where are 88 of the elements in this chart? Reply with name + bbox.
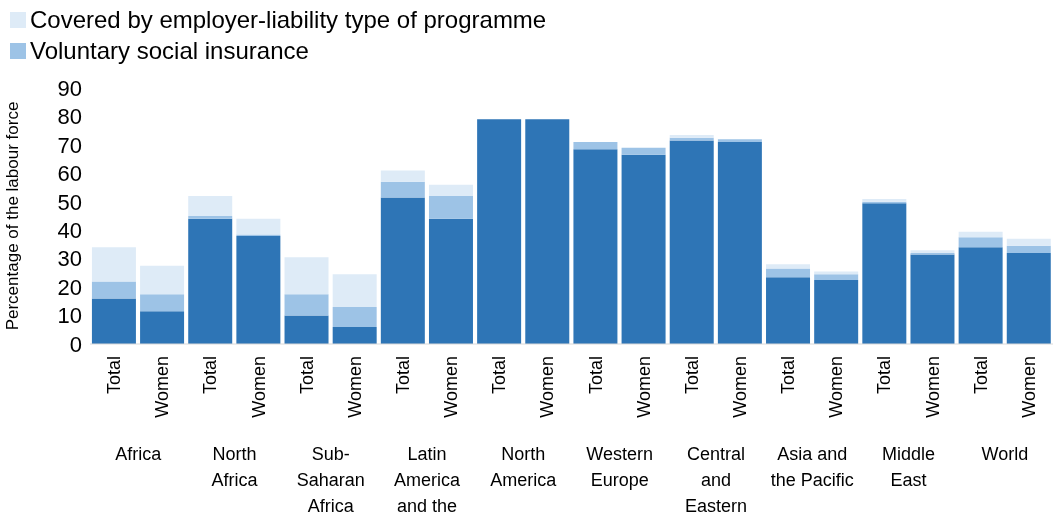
bar [380,181,425,198]
bar [1006,238,1051,246]
x-tick-label: Women [730,356,751,418]
bar [428,218,473,344]
bar [477,119,522,344]
y-tick-label: 60 [57,161,82,187]
bar [621,154,666,344]
bar [525,119,570,344]
y-axis-title: Percentage of the labour force [3,101,23,331]
bar [766,268,811,278]
bar [284,257,329,295]
bar [573,142,618,150]
bar [188,216,233,219]
y-tick-label: 90 [57,75,82,101]
x-tick-label: Total [778,356,799,395]
y-tick-label: 0 [69,331,82,357]
bar [1006,245,1051,253]
legend-label: Voluntary social insurance [30,36,309,66]
y-tick-label: 50 [57,189,82,215]
bar [332,326,377,344]
bar [284,315,329,344]
text: Sub- Saharan Africa [296,444,365,516]
bar [140,294,185,312]
bar [284,294,329,316]
x-tick-label: Women [922,356,943,418]
x-tick-label: Total [200,356,221,395]
bar [91,281,136,299]
bar [91,247,136,282]
bar [717,139,762,143]
x-tick-label: Total [874,356,895,395]
bar [236,218,281,235]
text: Africa [115,444,163,464]
bar [332,274,377,308]
text: Western Europe [586,444,653,490]
x-tick-label: Total [585,356,606,395]
text: North Africa [211,444,259,490]
text: Latin America and the [394,444,462,516]
bar [958,247,1003,344]
y-tick-label: 40 [57,218,82,244]
legend-label: Covered by employer-liability type of programme [30,5,547,35]
bar [91,298,136,344]
y-tick-label: 80 [57,104,82,130]
bar [958,237,1003,248]
x-tick-label: Total [970,356,991,395]
bar [910,254,955,344]
bar [717,142,762,344]
x-tick-label: Women [344,356,365,418]
x-tick-label: Total [392,356,413,395]
x-tick-label: Total [104,356,125,395]
x-tick-label: Women [152,356,173,418]
bar [1006,252,1051,344]
bar [332,307,377,327]
x-tick-label: Women [826,356,847,418]
x-tick-label: Total [296,356,317,395]
y-tick-label: 30 [57,246,82,272]
bar [236,235,281,344]
bar [669,140,714,344]
x-tick-label: Women [537,356,558,418]
bar [380,197,425,344]
text: North America [490,444,558,490]
x-tick-label: Women [441,356,462,418]
x-tick-label: Total [681,356,702,395]
bar [766,264,811,269]
text: World [981,444,1029,464]
x-tick-label: Total [489,356,510,395]
x-tick-label: Women [248,356,269,418]
y-tick-label: 70 [57,132,82,158]
bar [428,196,473,219]
text: Central and Eastern [684,444,747,516]
bar [766,277,811,344]
bar [862,203,907,344]
y-tick-label: 20 [57,274,82,300]
bar [573,149,618,344]
bar [140,265,185,295]
bar [140,311,185,344]
bar [188,196,233,216]
bar [380,170,425,182]
bar [188,218,233,344]
text: Middle East [882,444,936,490]
bar [814,271,859,275]
text: Asia and the Pacific [770,444,854,490]
bar [814,280,859,344]
x-tick-label: Women [633,356,654,418]
bar [428,184,473,197]
bar [621,147,666,155]
y-tick-label: 10 [57,303,82,329]
bar [814,274,859,280]
x-tick-label: Women [1018,356,1039,418]
